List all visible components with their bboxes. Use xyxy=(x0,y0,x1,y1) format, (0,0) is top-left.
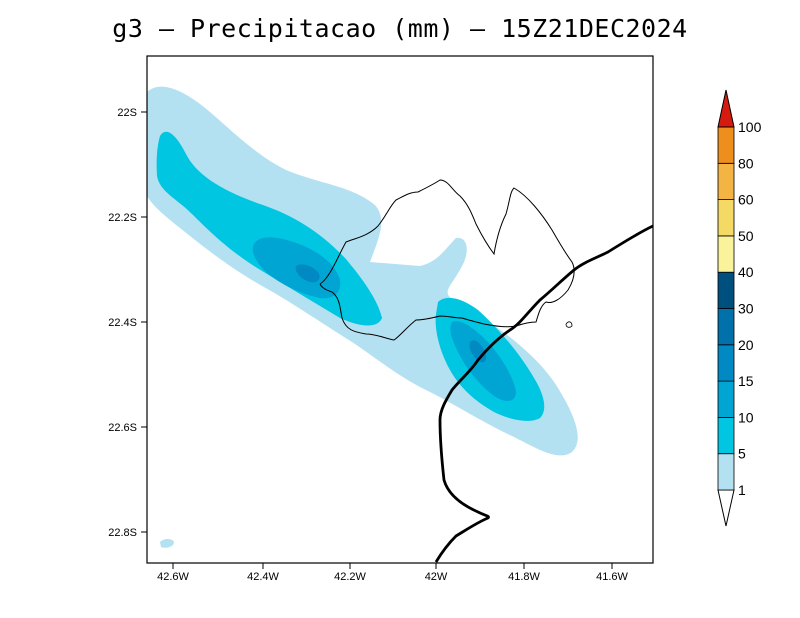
lon-label: 42.4W xyxy=(247,571,279,583)
colorbar-label: 1 xyxy=(738,482,746,498)
lat-label: 22S xyxy=(117,107,137,119)
colorbar-label: 100 xyxy=(738,119,762,135)
contour-15mm-west xyxy=(295,264,320,283)
colorbar-label: 60 xyxy=(738,192,754,208)
colorbar-label: 80 xyxy=(738,155,754,171)
colorbar-label: 20 xyxy=(738,337,754,353)
lon-label: 41.8W xyxy=(508,571,540,583)
colorbar-label: 5 xyxy=(738,446,746,462)
contour-1mm-islet xyxy=(160,539,174,548)
map-frame xyxy=(146,55,654,564)
colorbar-label: 30 xyxy=(738,301,754,317)
colorbar-box xyxy=(717,162,735,201)
colorbar-box xyxy=(717,453,735,491)
lon-label: 42.2W xyxy=(334,571,366,583)
lat-label: 22.4S xyxy=(108,317,137,329)
colorbar-label: 50 xyxy=(738,228,754,244)
lon-label: 41.6W xyxy=(596,571,628,583)
colorbar-box xyxy=(717,308,735,346)
colorbar-box xyxy=(717,126,735,164)
lat-label: 22.2S xyxy=(108,212,137,224)
lat-axis: 22S 22.2S 22.4S 22.6S 22.8S xyxy=(108,107,147,539)
colorbar-top-arrow xyxy=(717,89,735,128)
colorbar-bottom-arrow xyxy=(717,489,735,527)
islet-outline xyxy=(565,321,573,328)
lat-label: 22.8S xyxy=(108,527,137,539)
colorbar-label: 10 xyxy=(738,409,754,425)
colorbar-box xyxy=(717,235,735,273)
colorbar-box xyxy=(717,199,735,237)
colorbar-box xyxy=(717,380,735,418)
colorbar-box xyxy=(717,271,735,309)
state-boundary xyxy=(319,179,575,341)
map-title: g3 – Precipitacao (mm) – 15Z21DEC2024 xyxy=(112,14,688,43)
lon-label: 42W xyxy=(425,571,448,583)
colorbar-label: 15 xyxy=(738,373,754,389)
lat-label: 22.6S xyxy=(108,422,137,434)
lon-axis: 42.6W 42.4W 42.2W 42W 41.8W 41.6W xyxy=(157,563,629,583)
colorbar-label: 40 xyxy=(738,264,754,280)
colorbar-box xyxy=(717,416,735,455)
map-content xyxy=(147,86,653,563)
coastline xyxy=(434,224,653,563)
colorbar-box xyxy=(717,344,735,382)
lon-label: 42.6W xyxy=(157,571,189,583)
